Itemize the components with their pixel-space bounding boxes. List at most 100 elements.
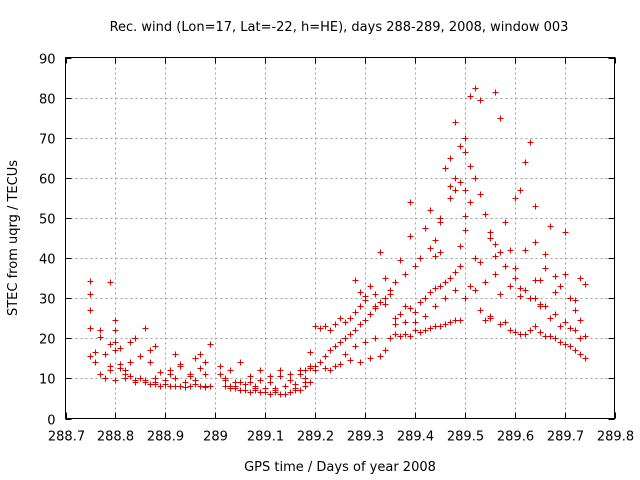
data-point xyxy=(442,321,449,328)
data-point xyxy=(332,343,339,350)
data-point xyxy=(392,331,399,338)
data-point xyxy=(547,223,554,230)
data-point xyxy=(437,249,444,256)
data-point xyxy=(522,331,529,338)
data-point xyxy=(462,227,469,234)
data-point xyxy=(377,353,384,360)
data-point xyxy=(177,361,184,368)
data-point xyxy=(112,327,119,334)
x-tick-label: 289.3 xyxy=(347,430,384,445)
data-point xyxy=(367,311,374,318)
data-point xyxy=(427,207,434,214)
data-point xyxy=(492,271,499,278)
data-point xyxy=(87,291,94,298)
x-tick-label: 289.5 xyxy=(447,430,484,445)
data-point xyxy=(92,359,99,366)
data-point xyxy=(302,367,309,374)
data-point xyxy=(447,275,454,282)
data-point xyxy=(337,339,344,346)
data-point xyxy=(132,335,139,342)
data-point xyxy=(532,277,539,284)
data-point xyxy=(322,365,329,372)
y-tick-label: 0 xyxy=(47,414,55,429)
data-point xyxy=(92,349,99,356)
data-point xyxy=(112,339,119,346)
data-point xyxy=(512,265,519,272)
data-point xyxy=(417,329,424,336)
data-point xyxy=(117,365,124,372)
data-point xyxy=(107,279,114,286)
data-point xyxy=(317,359,324,366)
data-point xyxy=(487,313,494,320)
x-axis-label: GPS time / Days of year 2008 xyxy=(244,460,436,475)
y-tick-label: 10 xyxy=(39,373,56,388)
data-point xyxy=(387,335,394,342)
data-point xyxy=(362,339,369,346)
data-point xyxy=(337,361,344,368)
data-point xyxy=(242,381,249,388)
data-point xyxy=(332,321,339,328)
data-point xyxy=(512,329,519,336)
data-point xyxy=(132,379,139,386)
data-point xyxy=(127,359,134,366)
data-point xyxy=(472,255,479,262)
data-point xyxy=(367,283,374,290)
data-point xyxy=(562,229,569,236)
data-point xyxy=(122,375,129,382)
data-point xyxy=(497,291,504,298)
data-point xyxy=(407,233,414,240)
y-tick-label: 40 xyxy=(39,253,56,268)
data-point xyxy=(202,371,209,378)
data-point xyxy=(482,211,489,218)
data-point xyxy=(432,303,439,310)
data-point xyxy=(342,351,349,358)
data-point xyxy=(502,263,509,270)
data-point xyxy=(137,375,144,382)
data-point xyxy=(287,389,294,396)
data-point xyxy=(247,379,254,386)
data-point xyxy=(397,311,404,318)
data-point xyxy=(97,327,104,334)
data-point xyxy=(477,97,484,104)
data-point xyxy=(222,375,229,382)
data-point xyxy=(517,293,524,300)
data-point xyxy=(97,371,104,378)
data-point xyxy=(172,375,179,382)
data-point xyxy=(127,339,134,346)
chart-title: Rec. wind (Lon=17, Lat=-22, h=HE), days … xyxy=(110,20,569,35)
y-tick-label: 80 xyxy=(39,93,56,108)
data-point xyxy=(462,213,469,220)
data-point xyxy=(412,309,419,316)
data-point xyxy=(482,317,489,324)
data-point xyxy=(572,297,579,304)
data-point xyxy=(232,383,239,390)
data-point xyxy=(337,315,344,322)
data-point xyxy=(322,323,329,330)
data-point xyxy=(372,291,379,298)
data-point xyxy=(397,333,404,340)
x-tick-label: 289 xyxy=(203,430,228,445)
data-point xyxy=(547,315,554,322)
data-point xyxy=(392,315,399,322)
data-point xyxy=(267,379,274,386)
x-tick-label: 288.9 xyxy=(147,430,184,445)
data-point xyxy=(142,377,149,384)
data-point xyxy=(312,323,319,330)
data-point xyxy=(517,285,524,292)
data-point xyxy=(357,359,364,366)
data-point xyxy=(507,247,514,254)
data-point xyxy=(242,387,249,394)
data-point xyxy=(422,313,429,320)
data-point xyxy=(402,319,409,326)
data-point xyxy=(567,325,574,332)
data-point xyxy=(407,199,414,206)
data-point xyxy=(87,278,94,285)
data-point xyxy=(437,283,444,290)
data-point xyxy=(577,317,584,324)
data-point xyxy=(487,235,494,242)
data-point xyxy=(452,187,459,194)
data-point xyxy=(427,245,434,252)
data-point xyxy=(562,319,569,326)
data-point xyxy=(197,351,204,358)
data-point xyxy=(437,323,444,330)
